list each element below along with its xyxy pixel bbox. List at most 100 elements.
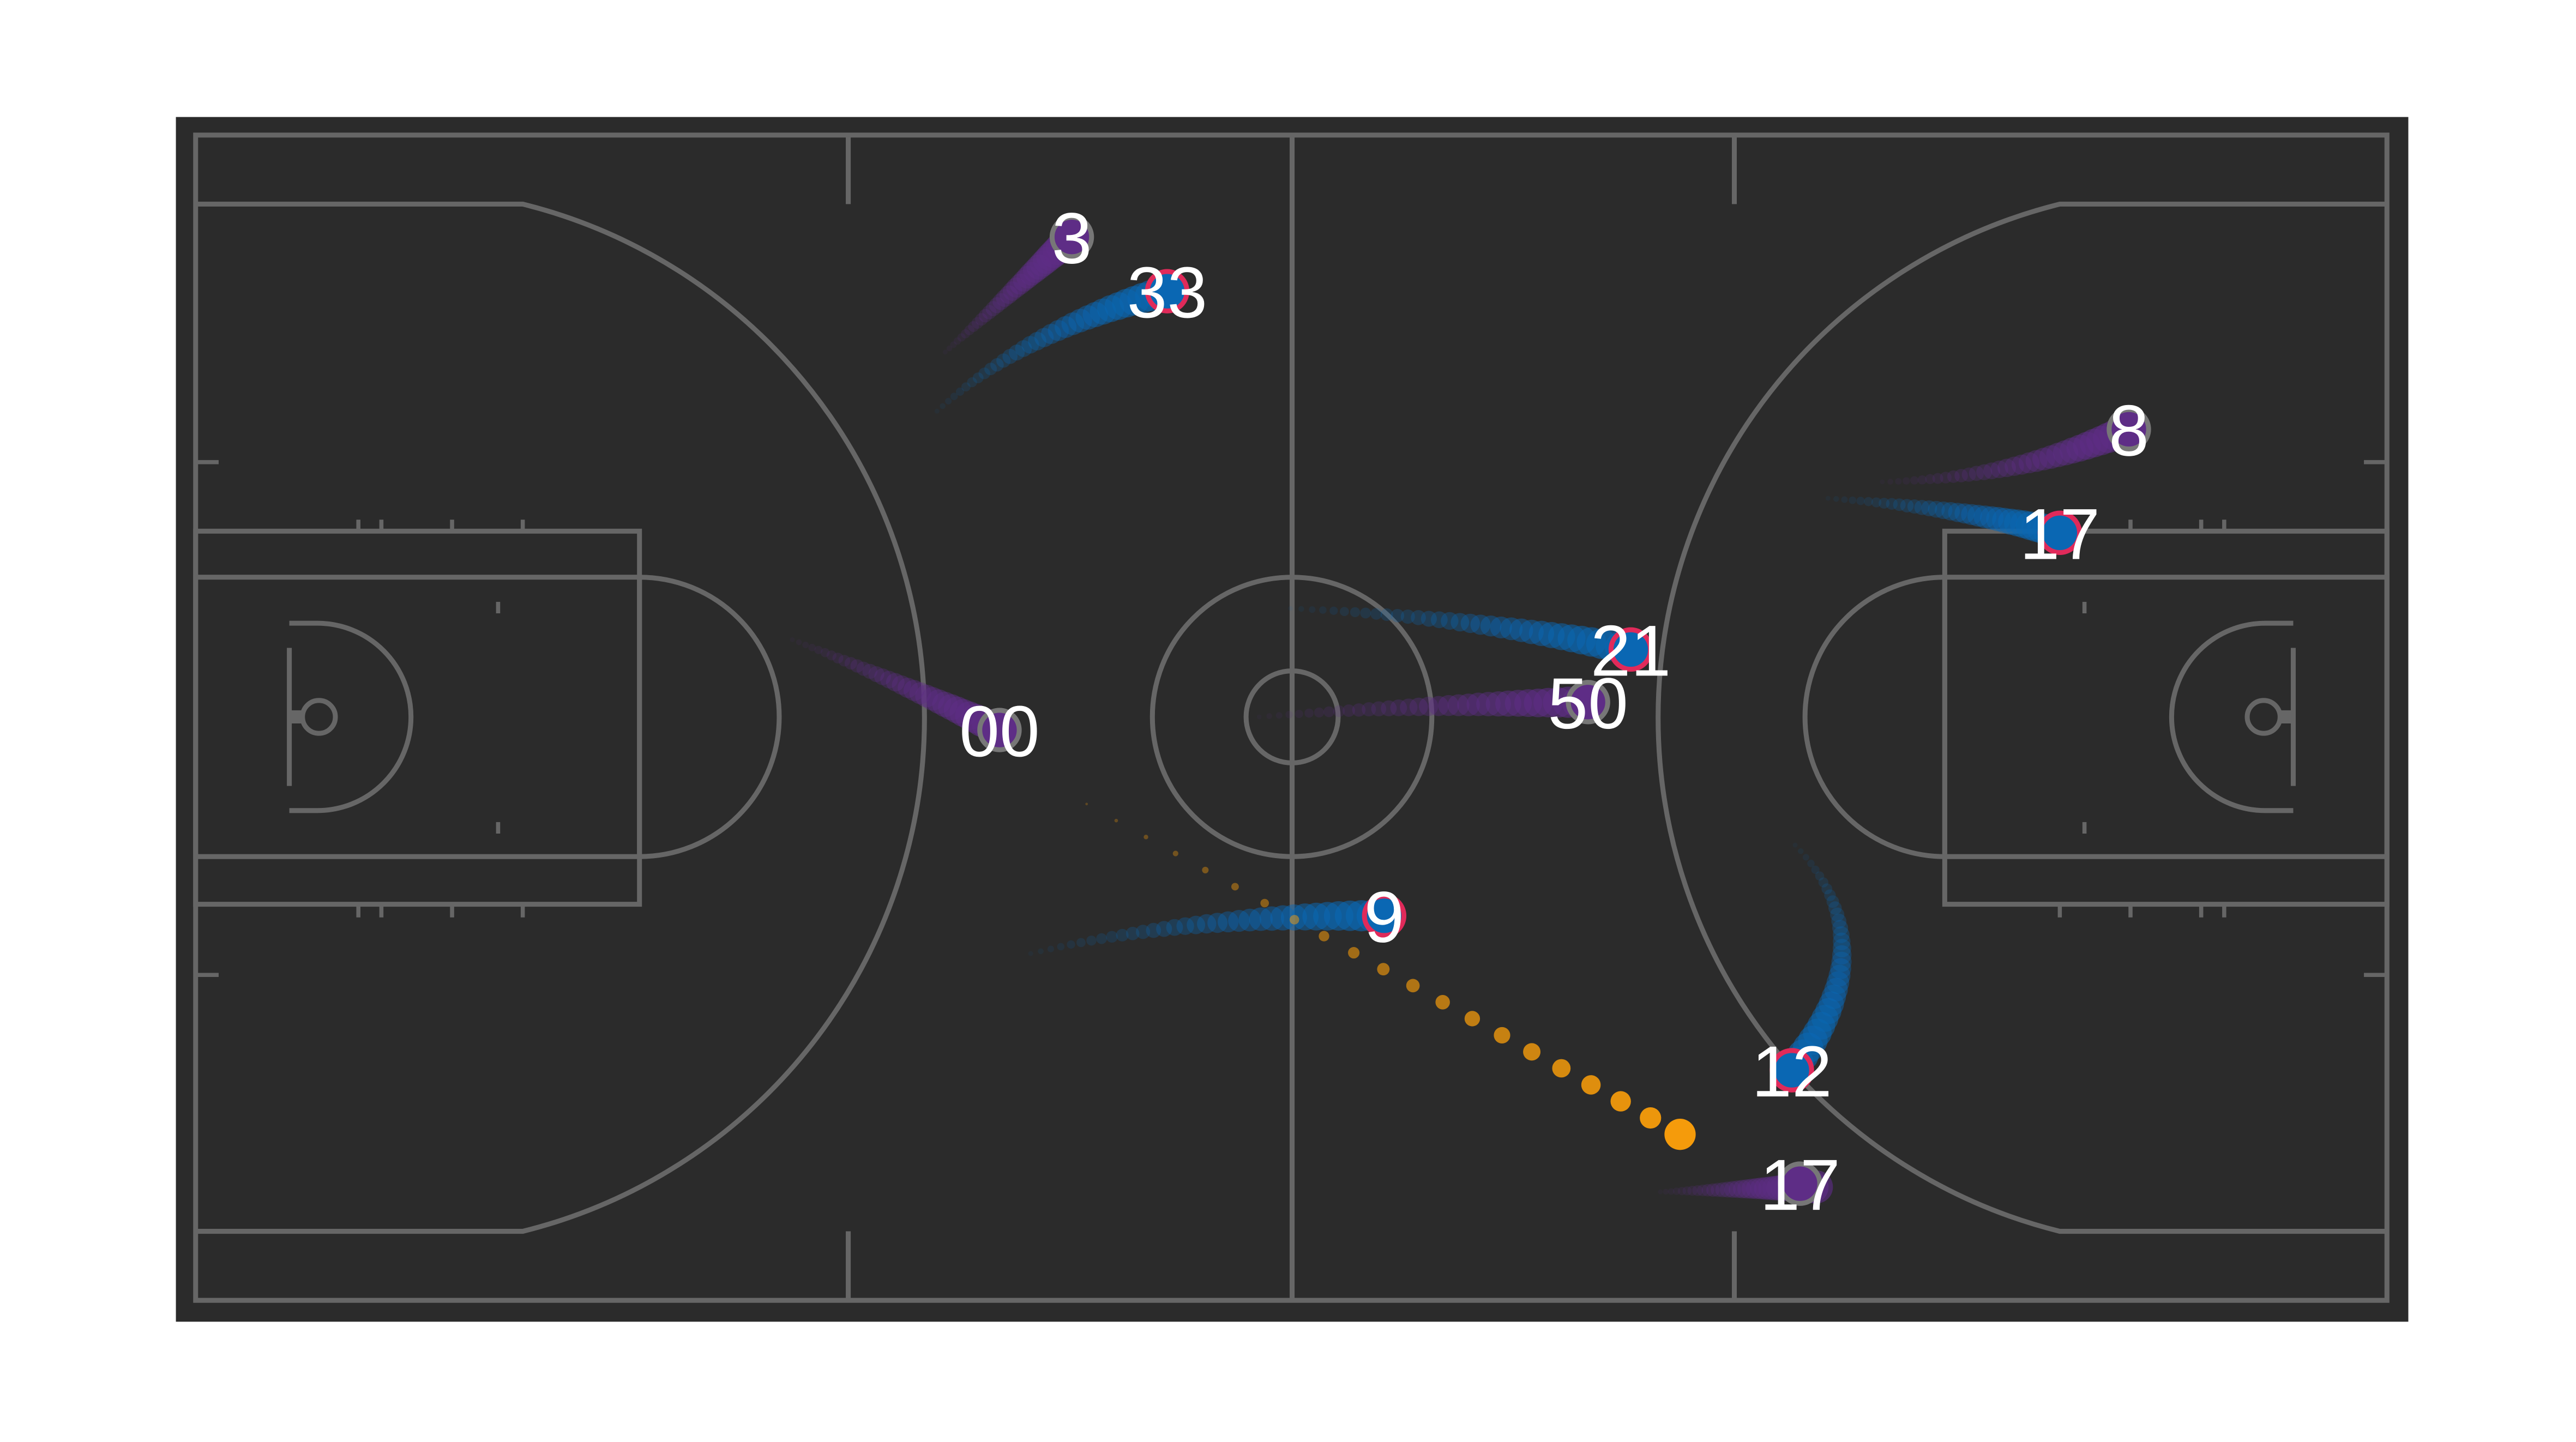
trail-dot xyxy=(1002,349,1018,364)
trail-dot xyxy=(1409,697,1428,716)
player-purple-00: 00 xyxy=(959,691,1040,772)
player-marker xyxy=(1778,1161,1822,1206)
restricted-arc-right xyxy=(2169,620,2294,813)
trail-dot xyxy=(1886,498,1898,510)
trail-dot xyxy=(1333,705,1345,717)
trail-dot xyxy=(1750,1177,1772,1199)
ball-trail-dot xyxy=(1464,1011,1480,1027)
trail-dot xyxy=(1954,503,1975,524)
trail-dot xyxy=(1288,606,1293,611)
rim-right xyxy=(2244,698,2283,736)
trail-dot xyxy=(1207,913,1228,933)
trail-dot xyxy=(1470,614,1491,635)
ball-trail-dot xyxy=(1202,866,1209,873)
trail-dot xyxy=(1948,503,1967,522)
trail-dot xyxy=(1457,693,1480,716)
trail-dot xyxy=(1737,1179,1757,1199)
trail-dot xyxy=(1309,606,1316,613)
trail-dot xyxy=(1932,473,1943,484)
player-blue-9: 9 xyxy=(1362,877,1407,958)
trail-dot xyxy=(1687,1185,1698,1196)
trail-dot xyxy=(971,317,984,329)
trail-dot xyxy=(886,673,905,692)
ball-trail-dot xyxy=(1640,1107,1662,1129)
trail-dot xyxy=(945,397,952,405)
trail-dot xyxy=(989,297,1006,313)
trail-dot xyxy=(1391,608,1405,623)
center-circle-outer xyxy=(1149,575,1435,859)
ball-trail-dot xyxy=(1523,1043,1541,1061)
trail-dot xyxy=(1304,708,1314,718)
trail-dot xyxy=(1360,607,1371,619)
trail-dot xyxy=(1381,700,1397,716)
trail-dot xyxy=(972,372,984,383)
trail-dot xyxy=(1811,865,1820,874)
trail-dot xyxy=(1947,470,1960,483)
trail-dot xyxy=(1902,477,1910,485)
trail-dot xyxy=(802,641,809,649)
trail-dot xyxy=(1490,616,1512,639)
player-marker xyxy=(1566,680,1610,725)
ball-trail-dot xyxy=(1231,883,1239,891)
ball-trail-dot xyxy=(1348,947,1360,959)
trail-dot xyxy=(985,301,1001,316)
trail-dot xyxy=(880,671,898,689)
trail-dot xyxy=(982,305,997,319)
lane-ticks-left xyxy=(195,460,525,978)
trail-dot xyxy=(1400,610,1415,624)
trail-dot xyxy=(1914,500,1930,515)
trail-dot xyxy=(1668,1188,1675,1195)
ball-trail-dot xyxy=(1143,835,1148,840)
trail-dot xyxy=(1917,475,1927,485)
trail-dot xyxy=(1228,910,1250,932)
trail-dot xyxy=(1864,497,1873,506)
trail-dot xyxy=(898,678,918,698)
trail-dot xyxy=(1719,1181,1736,1198)
trail-dot xyxy=(1729,1180,1747,1198)
trail-dot xyxy=(1197,914,1217,934)
trail-dot xyxy=(1509,618,1533,642)
lane-inner-right xyxy=(1942,575,2390,859)
trail-dot xyxy=(1677,1187,1686,1196)
trail-dot xyxy=(1879,498,1890,509)
trail-dot xyxy=(1818,877,1829,888)
ball-trail-dot xyxy=(1406,979,1420,993)
trail-dot xyxy=(978,309,992,323)
trail-dot xyxy=(1828,964,1851,987)
trail-dot xyxy=(1390,699,1407,716)
trail-dot xyxy=(850,659,864,673)
trail-dot xyxy=(1692,1185,1704,1196)
trail-dot xyxy=(868,666,884,683)
player-marker xyxy=(1362,894,1407,938)
trail-dot xyxy=(1038,948,1044,955)
trail-dot xyxy=(992,293,1010,310)
ball-trail-dot xyxy=(1172,850,1178,856)
trail-dot xyxy=(1260,906,1284,931)
player-purple-8: 8 xyxy=(2106,390,2151,471)
trail-dot xyxy=(1696,1184,1709,1197)
trail-dot xyxy=(915,684,938,708)
trail-dot xyxy=(1450,613,1470,632)
trail-dot xyxy=(1828,901,1842,915)
trail-dot xyxy=(1856,497,1865,505)
restricted-arc-left xyxy=(289,620,414,813)
trail-dot xyxy=(1500,617,1523,641)
player-blue-17: 17 xyxy=(2020,494,2100,575)
trail-dot xyxy=(820,648,830,657)
trail-dot xyxy=(1106,931,1118,943)
trail-dot xyxy=(1362,702,1376,717)
ball-trail-dot xyxy=(1552,1059,1571,1078)
trail-dot xyxy=(1370,608,1382,620)
trail-dot xyxy=(1187,915,1206,934)
trail-dot xyxy=(975,313,988,326)
center-circle-inner xyxy=(1243,668,1341,765)
trail-dot xyxy=(1826,895,1839,908)
trail-dot xyxy=(1900,499,1914,512)
trail-dot xyxy=(1961,467,1976,482)
player-blue-33: 33 xyxy=(1127,252,1208,333)
trail-dot xyxy=(1021,336,1039,354)
trail-dot xyxy=(796,639,802,645)
trail-dot xyxy=(1973,505,1997,528)
player-number: 8 xyxy=(2109,390,2149,471)
trail-dot xyxy=(1008,344,1025,361)
